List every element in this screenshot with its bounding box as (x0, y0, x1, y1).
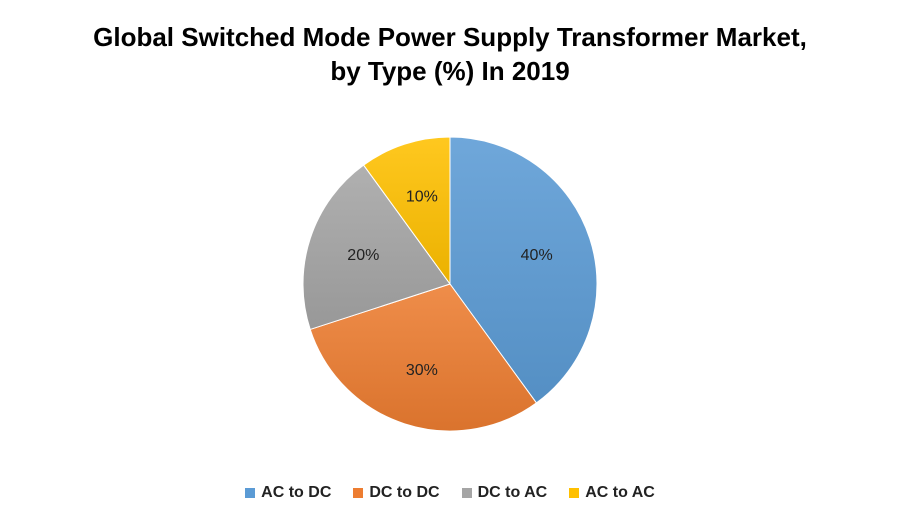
legend-swatch-dc-to-ac (461, 488, 472, 498)
pie-slice-dc-to-ac (302, 164, 451, 331)
chart-title-line-1: Global Switched Mode Power Supply Transf… (93, 22, 807, 52)
legend-item-ac-to-ac: AC to AC (569, 484, 655, 502)
legend-item-dc-to-ac: DC to AC (461, 484, 548, 502)
legend-label-ac-to-dc: AC to DC (261, 484, 332, 501)
chart-title-line-2: by Type (%) In 2019 (330, 56, 570, 86)
chart-title: Global Switched Mode Power Supply Transf… (0, 20, 900, 88)
legend-item-dc-to-dc: DC to DC (353, 484, 440, 502)
pie-slice-dc-to-dc (309, 283, 538, 432)
data-label-dc-to-ac: 20% (347, 247, 379, 264)
chart-legend: AC to DC DC to DC DC to AC AC to AC (0, 484, 900, 502)
pie-slice-ac-to-dc (449, 136, 598, 404)
legend-label-dc-to-dc: DC to DC (369, 484, 440, 501)
data-label-dc-to-dc: 30% (406, 362, 438, 379)
legend-swatch-dc-to-dc (353, 488, 364, 498)
data-label-ac-to-dc: 40% (521, 247, 553, 264)
pie-slice-ac-to-ac (362, 136, 451, 286)
legend-item-ac-to-dc: AC to DC (245, 484, 331, 502)
legend-swatch-ac-to-dc (245, 488, 256, 498)
data-label-ac-to-ac: 10% (406, 189, 438, 206)
legend-label-dc-to-ac: DC to AC (477, 484, 548, 501)
legend-label-ac-to-ac: AC to AC (585, 484, 655, 501)
legend-swatch-ac-to-ac (569, 488, 580, 498)
